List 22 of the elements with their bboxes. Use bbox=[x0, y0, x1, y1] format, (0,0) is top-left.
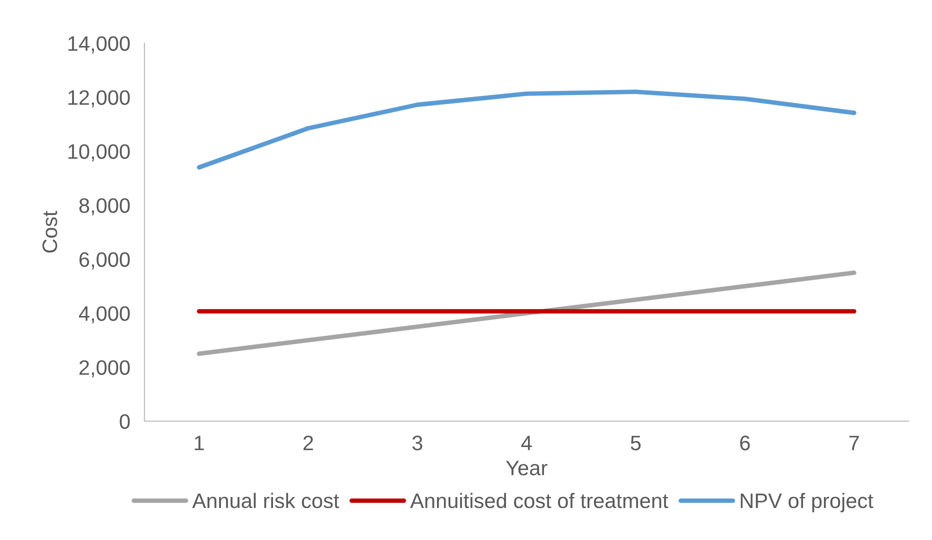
y-tick-label: 12,000 bbox=[68, 90, 130, 108]
line-series bbox=[196, 270, 856, 356]
y-axis-title: Cost bbox=[42, 210, 58, 253]
y-tick-label: 10,000 bbox=[68, 144, 130, 162]
x-tick-label: 1 bbox=[194, 436, 204, 450]
x-tick-label: 6 bbox=[740, 436, 750, 450]
legend-label: Annual risk cost bbox=[192, 492, 340, 508]
y-tick-label: 6,000 bbox=[80, 252, 130, 270]
x-tick-label: 4 bbox=[521, 436, 532, 450]
legend-label: NPV of project bbox=[740, 492, 874, 512]
x-tick-label: 7 bbox=[849, 436, 859, 450]
x-axis-title: Year bbox=[506, 460, 548, 476]
x-tick-label: 5 bbox=[630, 436, 641, 450]
y-tick-label: 8,000 bbox=[79, 198, 130, 216]
y-tick-label: 4,000 bbox=[78, 306, 130, 324]
y-tick-label: 0 bbox=[120, 414, 130, 429]
y-tick-label: 2,000 bbox=[79, 360, 130, 378]
x-tick-label: 3 bbox=[412, 436, 422, 450]
x-tick-label: 2 bbox=[303, 436, 313, 450]
y-tick-label: 14,000 bbox=[68, 36, 130, 54]
legend-label: Annuitised cost of treatment bbox=[410, 492, 668, 508]
line-series bbox=[196, 90, 856, 170]
